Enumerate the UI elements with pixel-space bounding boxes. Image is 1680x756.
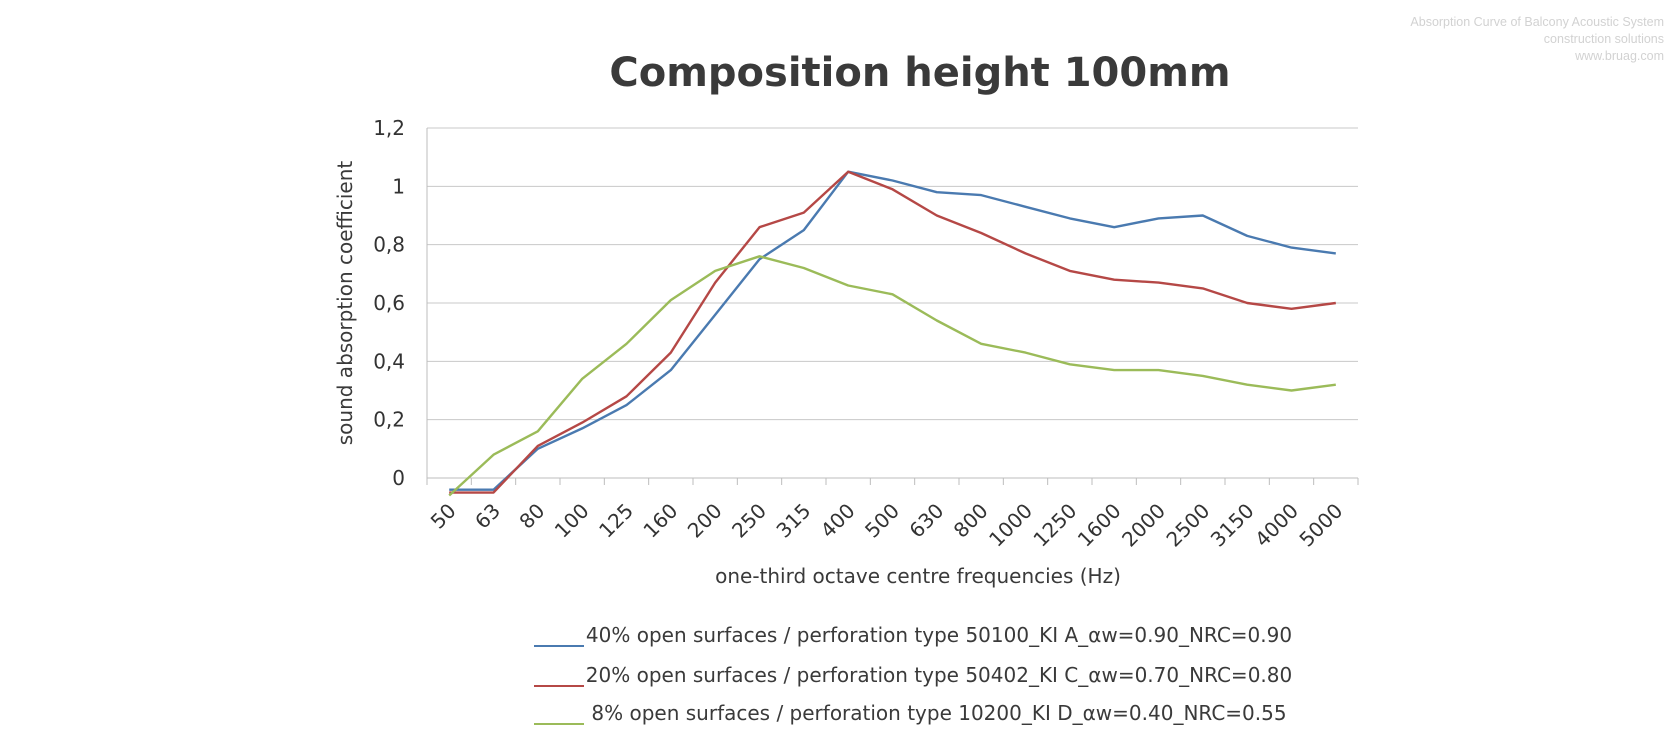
x-tick-label: 63 <box>470 499 505 534</box>
watermark-line-1: Absorption Curve of Balcony Acoustic Sys… <box>1410 15 1664 29</box>
y-tick-label: 1,2 <box>373 116 405 140</box>
y-tick-label: 0,2 <box>373 408 405 432</box>
y-tick-label: 1 <box>392 174 405 198</box>
series-line-1 <box>449 170 1336 491</box>
axis-layer: 00,20,40,60,811,250 63 80 100 125 160 200 250 31… <box>373 116 1359 552</box>
x-tick-label: 1000 <box>984 499 1037 552</box>
x-tick-label: 125 <box>594 499 638 543</box>
legend: 40% open surfaces / perforation type 501… <box>534 623 1292 725</box>
watermark-line-3: www.bruag.com <box>1575 49 1664 63</box>
x-tick-label: 3150 <box>1206 499 1259 552</box>
x-tick-label: 50 <box>426 499 461 534</box>
x-tick-label: 2000 <box>1117 499 1170 552</box>
y-tick-label: 0,8 <box>373 233 405 257</box>
x-tick-label: 250 <box>727 499 771 543</box>
x-tick-label: 160 <box>638 499 682 543</box>
series-layer <box>448 170 1336 497</box>
legend-label-1: 40% open surfaces / perforation type 501… <box>586 623 1292 647</box>
x-tick-label: 100 <box>550 499 594 543</box>
chart-title: Composition height 100mm <box>609 50 1230 96</box>
series-line-2 <box>449 170 1336 494</box>
legend-label-2: 20% open surfaces / perforation type 504… <box>586 663 1292 687</box>
x-tick-label: 80 <box>514 499 549 534</box>
x-tick-label: 500 <box>860 499 904 543</box>
x-tick-label: 200 <box>683 499 727 543</box>
x-tick-label: 2500 <box>1161 499 1214 552</box>
legend-label-3: 8% open surfaces / perforation type 1020… <box>591 701 1286 725</box>
y-axis-label: sound absorption coefficient <box>333 161 357 446</box>
series-line-3 <box>448 255 1336 497</box>
x-axis-label: one-third octave centre frequencies (Hz) <box>715 564 1121 588</box>
x-tick-label: 315 <box>771 499 815 543</box>
y-tick-label: 0 <box>392 466 405 490</box>
x-tick-label: 4000 <box>1250 499 1303 552</box>
watermark: Absorption Curve of Balcony Acoustic Sys… <box>1410 14 1664 65</box>
x-tick-label: 1600 <box>1073 499 1126 552</box>
x-tick-label: 400 <box>816 499 860 543</box>
x-tick-label: 5000 <box>1294 499 1347 552</box>
watermark-line-2: construction solutions <box>1543 32 1664 46</box>
x-tick-label: 1250 <box>1028 499 1081 552</box>
y-tick-label: 0,4 <box>373 349 405 373</box>
y-tick-label: 0,6 <box>373 291 405 315</box>
x-tick-label: 630 <box>904 499 948 543</box>
